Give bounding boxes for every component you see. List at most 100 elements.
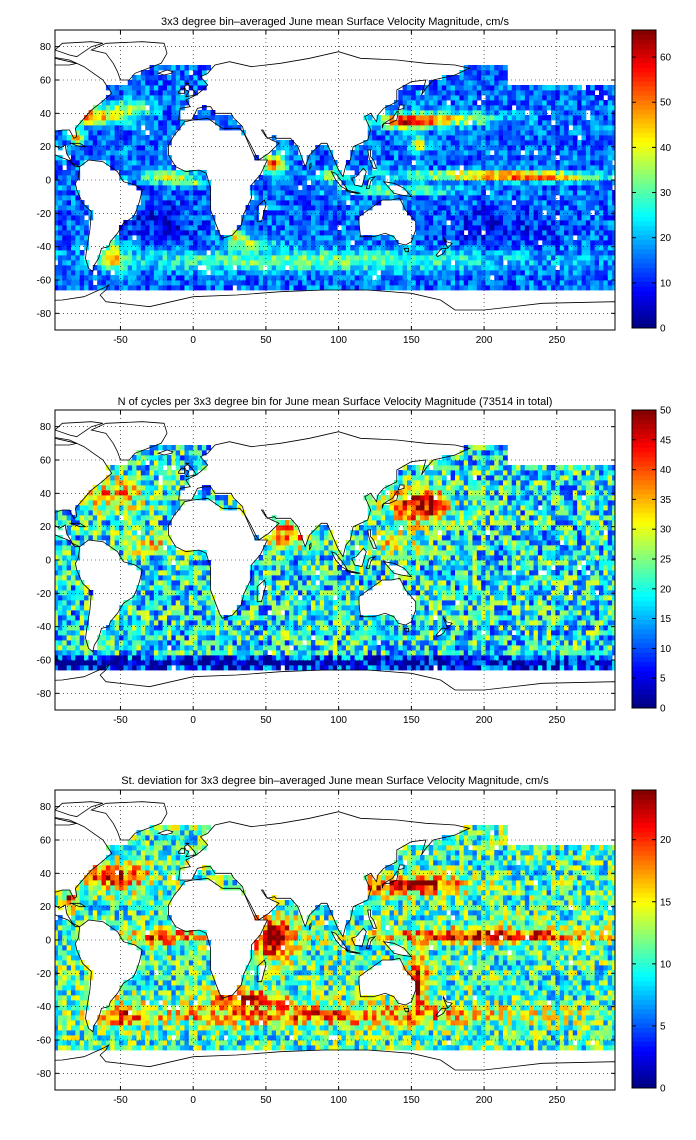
data-cell [62,665,68,671]
panel-velocity: 3x3 degree bin–averaged June mean Surfac… [37,16,672,346]
data-cell [455,85,460,91]
data-cell [276,190,281,196]
data-cell [345,230,351,236]
data-cell [289,215,294,221]
data-cell [319,185,325,191]
data-cell [258,235,264,241]
data-cell [424,215,430,221]
data-cell [529,210,534,216]
data-cell [328,270,334,276]
data-cell [271,220,277,226]
data-cell [71,280,76,286]
data-cell [446,160,452,166]
data-cell [236,265,242,271]
data-cell [315,210,321,216]
data-cell [559,125,565,131]
data-cell [136,500,142,506]
data-cell [171,130,177,136]
data-cell [498,225,504,231]
data-cell [603,200,609,206]
data-cell [503,130,508,136]
data-cell [437,205,443,211]
data-cell [520,160,526,166]
data-cell [533,240,539,246]
data-cell [577,105,582,111]
data-cell [520,105,526,111]
data-cell [75,195,81,201]
data-cell [84,230,89,236]
data-cell [149,210,155,216]
data-cell [258,195,264,201]
data-cell [236,270,242,276]
data-cell [132,460,137,466]
data-cell [280,280,286,286]
data-cell [228,285,233,291]
data-cell [481,165,486,171]
data-cell [537,190,543,196]
data-cell [555,110,561,116]
data-cell [524,280,530,286]
data-cell [537,200,543,206]
data-cell [459,150,465,156]
data-cell [319,215,325,221]
data-cell [215,230,220,236]
data-cell [167,200,172,206]
data-cell [485,245,491,251]
data-cell [350,160,356,166]
data-cell [110,510,116,516]
data-cell [140,95,146,101]
data-cell [599,215,604,221]
data-cell [62,140,68,146]
data-cell [119,465,124,471]
data-cell [424,140,430,146]
data-cell [363,285,369,291]
data-cell [57,230,63,236]
data-cell [489,130,495,136]
data-cell [607,275,613,281]
data-cell [420,280,425,286]
data-cell [341,175,347,181]
data-cell [455,175,460,181]
data-cell [529,260,534,266]
data-cell [206,240,212,246]
data-cell [145,640,150,646]
data-cell [555,205,561,211]
data-cell [110,535,116,541]
data-cell [607,100,613,106]
data-cell [489,135,495,141]
data-cell [302,280,308,286]
data-cell [136,470,142,476]
data-cell [140,490,146,496]
data-cell [127,540,133,546]
data-cell [132,155,137,161]
data-cell [516,85,521,91]
data-cell [110,120,116,126]
data-cell [145,215,150,221]
data-cell [441,270,447,276]
data-cell [153,275,159,281]
data-cell [402,120,408,126]
data-cell [289,285,294,291]
data-cell [612,210,615,216]
data-cell [446,205,452,211]
data-cell [585,150,591,156]
data-cell [572,135,578,141]
data-cell [341,245,347,251]
data-cell [511,285,517,291]
data-cell [455,180,460,186]
data-cell [119,630,124,636]
data-cell [101,635,107,641]
data-cell [463,240,469,246]
data-cell [437,105,443,111]
data-cell [180,270,185,276]
data-cell [446,230,452,236]
data-cell [145,280,150,286]
data-cell [249,275,255,281]
data-cell [450,170,456,176]
data-cell [415,280,421,286]
data-cell [149,260,155,266]
data-cell [66,520,72,526]
data-cell [127,655,133,661]
data-cell [520,200,526,206]
data-cell [498,245,504,251]
